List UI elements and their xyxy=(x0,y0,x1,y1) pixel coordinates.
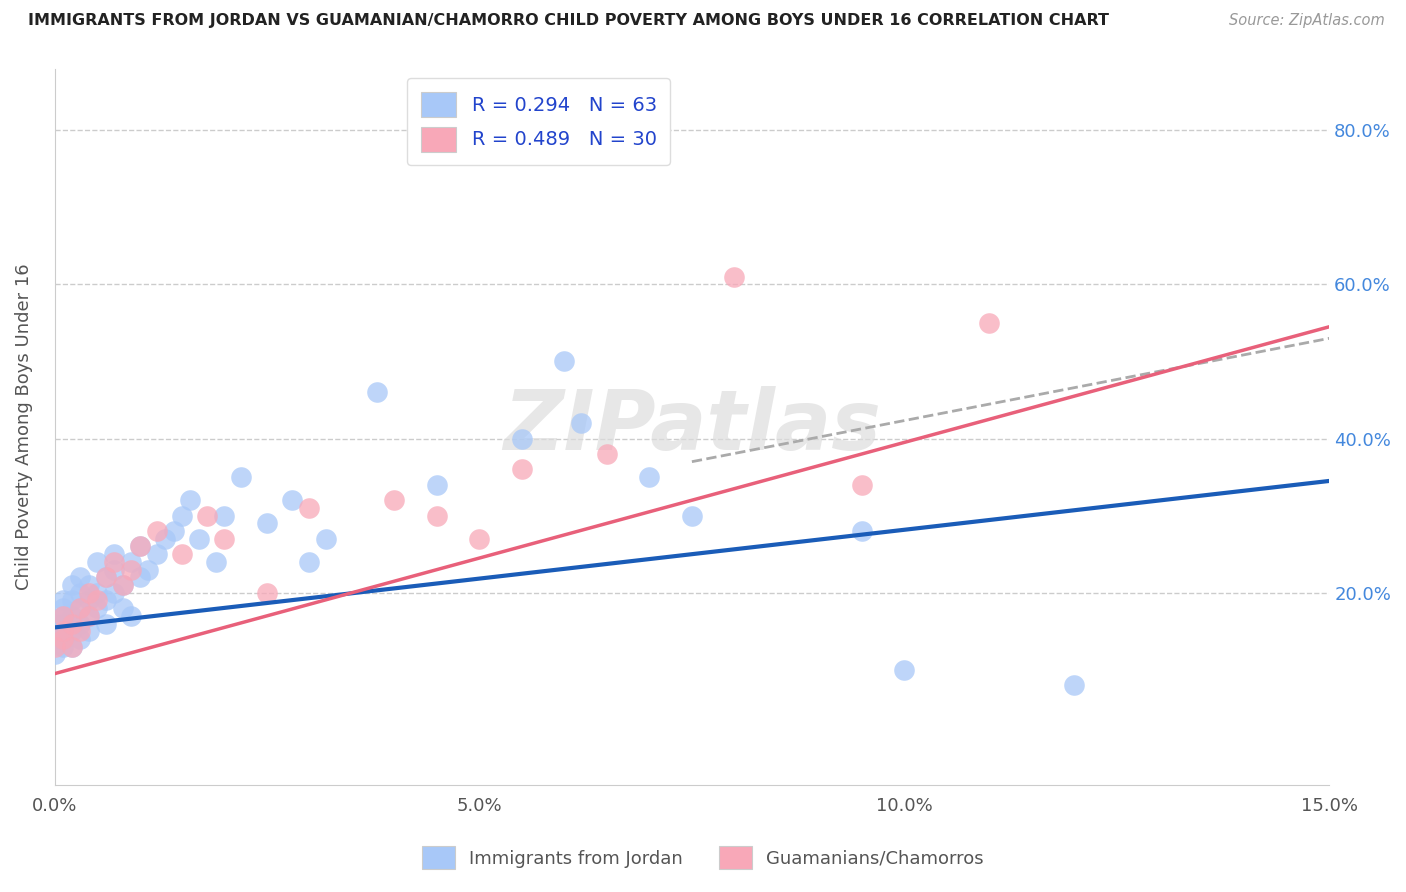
Point xyxy=(52,624,75,639)
Point xyxy=(52,601,75,615)
Point xyxy=(256,585,278,599)
Point xyxy=(69,601,91,615)
Point xyxy=(52,632,75,646)
Point xyxy=(60,640,83,654)
Point xyxy=(69,570,91,584)
Point xyxy=(69,624,91,639)
Point xyxy=(44,616,66,631)
Point xyxy=(170,547,193,561)
Point xyxy=(52,640,75,654)
Point xyxy=(468,532,491,546)
Point xyxy=(77,585,100,599)
Point xyxy=(179,493,201,508)
Point xyxy=(77,624,100,639)
Text: Source: ZipAtlas.com: Source: ZipAtlas.com xyxy=(1229,13,1385,29)
Point xyxy=(60,616,83,631)
Point xyxy=(77,578,100,592)
Point xyxy=(214,508,236,523)
Point xyxy=(69,601,91,615)
Point xyxy=(111,578,134,592)
Y-axis label: Child Poverty Among Boys Under 16: Child Poverty Among Boys Under 16 xyxy=(15,264,32,591)
Point xyxy=(60,593,83,607)
Point xyxy=(553,354,575,368)
Point xyxy=(44,632,66,646)
Point xyxy=(86,601,108,615)
Point xyxy=(893,663,915,677)
Point xyxy=(94,570,117,584)
Point xyxy=(256,516,278,531)
Point xyxy=(52,624,75,639)
Point xyxy=(60,624,83,639)
Point xyxy=(120,563,142,577)
Point xyxy=(86,555,108,569)
Point xyxy=(188,532,211,546)
Point xyxy=(111,601,134,615)
Text: IMMIGRANTS FROM JORDAN VS GUAMANIAN/CHAMORRO CHILD POVERTY AMONG BOYS UNDER 16 C: IMMIGRANTS FROM JORDAN VS GUAMANIAN/CHAM… xyxy=(28,13,1109,29)
Point xyxy=(851,477,873,491)
Point xyxy=(128,570,150,584)
Point xyxy=(426,508,449,523)
Point xyxy=(52,632,75,646)
Point xyxy=(723,269,745,284)
Point xyxy=(128,540,150,554)
Point xyxy=(681,508,703,523)
Point xyxy=(60,640,83,654)
Point xyxy=(52,593,75,607)
Point xyxy=(69,616,91,631)
Point xyxy=(94,570,117,584)
Point xyxy=(197,508,219,523)
Point xyxy=(136,563,159,577)
Point xyxy=(298,555,321,569)
Point xyxy=(426,477,449,491)
Point xyxy=(162,524,184,538)
Point xyxy=(111,578,134,592)
Point xyxy=(510,432,533,446)
Point xyxy=(44,648,66,662)
Point xyxy=(128,540,150,554)
Point xyxy=(77,593,100,607)
Point xyxy=(103,547,125,561)
Point xyxy=(103,555,125,569)
Point xyxy=(94,616,117,631)
Text: ZIPatlas: ZIPatlas xyxy=(503,386,880,467)
Point xyxy=(205,555,228,569)
Point xyxy=(52,608,75,623)
Point xyxy=(153,532,176,546)
Point xyxy=(298,500,321,515)
Point xyxy=(1063,678,1085,692)
Point xyxy=(170,508,193,523)
Legend: R = 0.294   N = 63, R = 0.489   N = 30: R = 0.294 N = 63, R = 0.489 N = 30 xyxy=(408,78,671,165)
Point xyxy=(44,640,66,654)
Point xyxy=(851,524,873,538)
Point xyxy=(60,578,83,592)
Point xyxy=(145,524,167,538)
Point xyxy=(214,532,236,546)
Point xyxy=(94,593,117,607)
Point xyxy=(510,462,533,476)
Point xyxy=(281,493,304,508)
Point xyxy=(60,608,83,623)
Point xyxy=(145,547,167,561)
Point xyxy=(366,385,388,400)
Point xyxy=(77,608,100,623)
Point xyxy=(77,608,100,623)
Point xyxy=(103,585,125,599)
Point xyxy=(571,416,593,430)
Point xyxy=(384,493,406,508)
Legend: Immigrants from Jordan, Guamanians/Chamorros: Immigrants from Jordan, Guamanians/Chamo… xyxy=(413,838,993,879)
Point xyxy=(103,563,125,577)
Point xyxy=(596,447,619,461)
Point xyxy=(86,593,108,607)
Point xyxy=(52,608,75,623)
Point xyxy=(86,585,108,599)
Point xyxy=(120,555,142,569)
Point xyxy=(979,316,1001,330)
Point xyxy=(52,616,75,631)
Point xyxy=(69,632,91,646)
Point xyxy=(69,585,91,599)
Point xyxy=(231,470,253,484)
Point xyxy=(120,608,142,623)
Point xyxy=(315,532,337,546)
Point xyxy=(638,470,661,484)
